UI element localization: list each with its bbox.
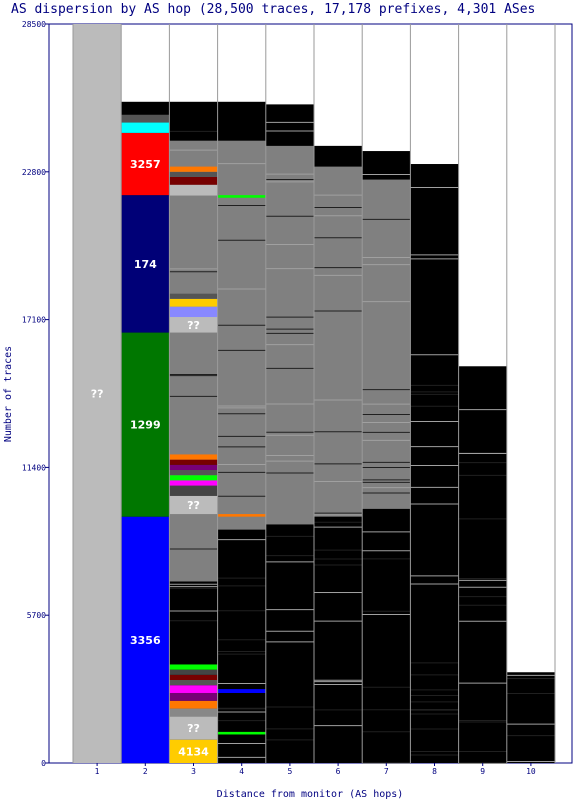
segment-hop-3-4134 — [169, 739, 218, 763]
segment-hop-3 — [169, 171, 218, 177]
segment-label: ?? — [187, 499, 200, 512]
y-tick-label: 0 — [41, 759, 46, 768]
segment-hop-4 — [217, 195, 266, 198]
x-axis-ticks: 1 2 3 4 5 6 7 8 9 10 — [95, 763, 536, 776]
x-axis-label: Distance from monitor (AS hops) — [217, 789, 404, 800]
segment-hop-1-?? — [73, 24, 122, 763]
grey-block-hop-5 — [265, 145, 314, 525]
segment-hop-3 — [169, 293, 218, 299]
segment-hop-3 — [169, 298, 218, 307]
segment-hop-3 — [169, 664, 218, 670]
segment-hop-4 — [217, 514, 266, 517]
segment-hop-2 — [121, 114, 170, 123]
segment-hop-3 — [169, 485, 218, 496]
segment-hop-3 — [169, 475, 218, 481]
segment-hop-3 — [169, 692, 218, 701]
segment-hop-3 — [169, 469, 218, 476]
segment-hop-3 — [169, 459, 218, 465]
grey-block-hop-6 — [314, 166, 363, 517]
segment-hop-2-3356 — [121, 516, 170, 763]
segment-hop-3-?? — [169, 716, 218, 740]
x-tick-label: 4 — [239, 767, 244, 776]
segment-hop-3 — [169, 480, 218, 486]
segment-hop-3 — [169, 166, 218, 172]
chart-title: AS dispersion by AS hop (28,500 traces, … — [11, 2, 535, 17]
grey-block-hop-4 — [217, 140, 266, 530]
x-tick-label: 3 — [191, 767, 196, 776]
segment-hop-3 — [169, 464, 218, 470]
y-axis-label: Number of traces — [3, 346, 14, 442]
segment-label: 3356 — [130, 634, 161, 647]
y-tick-label: 5700 — [27, 611, 46, 620]
column-9 — [458, 366, 507, 763]
x-tick-label: 10 — [526, 767, 536, 776]
segment-hop-3 — [169, 306, 218, 318]
segment-label: ?? — [187, 722, 200, 735]
segment-hop-3 — [169, 176, 218, 185]
y-tick-label: 22800 — [22, 168, 46, 177]
segment-hop-3-?? — [169, 495, 218, 515]
segment-label: ?? — [91, 388, 104, 401]
segment-label: 4134 — [178, 745, 209, 758]
segment-hop-3-?? — [169, 317, 218, 333]
segment-hop-2-1299 — [121, 332, 170, 517]
x-tick-label: 7 — [384, 767, 389, 776]
grey-block-hop-3 — [169, 140, 218, 582]
segment-hop-4 — [217, 731, 266, 735]
y-axis-ticks: 0 5700 11400 17100 22800 28500 — [22, 20, 49, 768]
segment-hop-3 — [169, 708, 218, 717]
segment-hop-2-174 — [121, 195, 170, 333]
y-tick-label: 28500 — [22, 20, 46, 29]
segment-label: 174 — [134, 258, 157, 271]
segment-label: 1299 — [130, 419, 161, 432]
segment-hop-3 — [169, 700, 218, 709]
segment-hop-3 — [169, 680, 218, 686]
grey-block-hop-7 — [362, 179, 411, 509]
column-8 — [410, 164, 459, 763]
y-tick-label: 17100 — [22, 316, 46, 325]
segment-hop-2-3257 — [121, 132, 170, 196]
segment-hop-3 — [169, 669, 218, 675]
x-tick-label: 8 — [432, 767, 437, 776]
x-tick-label: 9 — [480, 767, 485, 776]
x-tick-label: 6 — [336, 767, 341, 776]
x-tick-label: 1 — [95, 767, 100, 776]
segment-hop-3 — [169, 674, 218, 681]
y-tick-label: 11400 — [22, 463, 46, 472]
segment-hop-3 — [169, 184, 218, 196]
segment-hop-4 — [217, 689, 266, 693]
segment-label: ?? — [187, 319, 200, 332]
x-tick-label: 5 — [287, 767, 292, 776]
segment-label: 3257 — [130, 158, 161, 171]
segment-hop-3 — [169, 685, 218, 693]
column-10 — [506, 672, 555, 763]
segment-hop-2 — [121, 122, 170, 133]
bars: ?? 3356 1299 174 3257 4134?????? — [72, 24, 556, 764]
x-tick-label: 2 — [143, 767, 148, 776]
segment-hop-3 — [169, 454, 218, 460]
